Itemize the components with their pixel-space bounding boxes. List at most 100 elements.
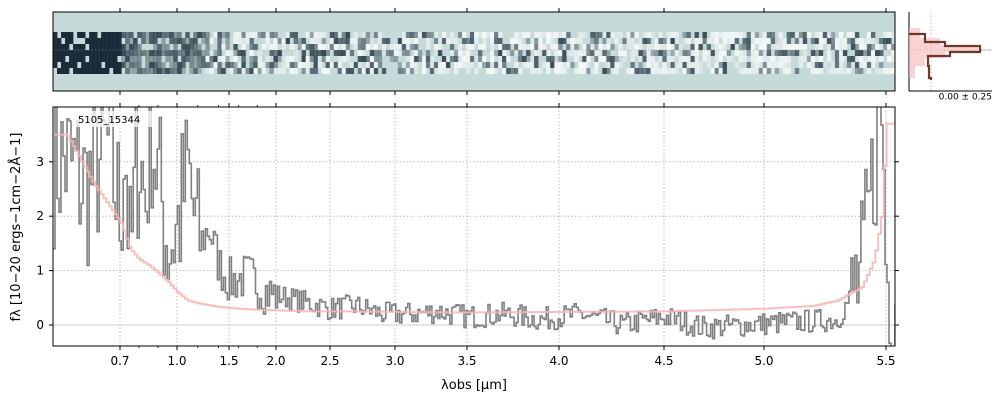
spectrum-2d-pixel <box>97 62 102 68</box>
spectrum-2d-pixel-light <box>273 44 278 50</box>
spectrum-2d-pixel <box>562 56 567 62</box>
spectrum-2d-pixel <box>494 38 499 44</box>
spectrum-2d-pixel-light <box>550 32 555 38</box>
spectrum-2d-pixel-light <box>369 44 375 50</box>
spectrum-2d-pixel-light <box>233 32 238 38</box>
spectrum-2d-pixel-light <box>626 32 631 38</box>
spectrum-2d-pixel <box>778 50 784 56</box>
spectrum-2d-pixel-light <box>879 56 884 62</box>
spectrum-2d-pixel-light <box>526 44 531 50</box>
spectrum-2d-pixel <box>93 38 98 44</box>
spectrum-2d-pixel-light <box>879 68 884 74</box>
spectrum-2d-pixel-light <box>229 56 234 62</box>
spectrum-2d-pixel <box>662 56 667 62</box>
spectrum-2d-pixel-light <box>361 50 367 56</box>
spectrum-2d-pixel-light <box>341 56 347 62</box>
spectrum-2d-pixel <box>109 44 114 50</box>
spectrum-2d-pixel <box>834 50 840 56</box>
spectrum-2d-pixel <box>654 50 659 56</box>
spectrum-2d-pixel-light <box>429 56 435 62</box>
spectrum-2d-pixel-light <box>293 68 298 74</box>
spectrum-2d-pixel <box>550 56 555 62</box>
spectrum-2d-pixel-light <box>570 50 575 56</box>
spectrum-2d-pixel <box>153 32 158 38</box>
spectrum-2d-pixel <box>177 50 182 56</box>
spectrum-2d-pixel <box>309 68 314 74</box>
spectrum-2d-pixel-light <box>562 68 567 74</box>
spectrum-2d-pixel <box>349 68 355 74</box>
spectrum-2d-pixel <box>470 32 475 38</box>
spectrum-2d-pixel-light <box>530 56 535 62</box>
spectrum-2d-pixel-light <box>409 62 415 68</box>
spectrum-2d-pixel <box>313 68 318 74</box>
spectrum-2d-pixel <box>241 62 246 68</box>
spectrum-2d-pixel-light <box>730 56 735 62</box>
spectrum-2d-pixel <box>822 32 828 38</box>
spectrum-2d-pixel-light <box>650 68 655 74</box>
spectrum-2d-pixel <box>105 56 110 62</box>
spectrum-2d-pixel <box>249 44 254 50</box>
spectrum-2d-pixel <box>145 38 150 44</box>
spectrum-2d-pixel-light <box>566 38 571 44</box>
spectrum-2d-pixel-light <box>782 38 788 44</box>
spectrum-2d-pixel <box>221 68 226 74</box>
spectrum-2d-pixel-light <box>638 38 643 44</box>
spectrum-2d-pixel-light <box>462 32 467 38</box>
spectrum-2d-pixel <box>417 56 423 62</box>
spectrum-2d-pixel <box>193 44 198 50</box>
spectrum-2d-pixel-light <box>550 38 555 44</box>
spectrum-2d-pixel-light <box>618 50 623 56</box>
spectrum-2d-pixel <box>866 50 872 56</box>
spectrum-2d-pixel <box>241 50 246 56</box>
spectrum-2d-pixel-light <box>618 44 623 50</box>
spectrum-2d-pixel-light <box>650 44 655 50</box>
spectrum-2d-pixel-light <box>598 44 603 50</box>
spectrum-2d-pixel <box>638 68 643 74</box>
spectrum-2d-pixel <box>217 62 222 68</box>
spectrum-2d-pixel <box>714 68 719 74</box>
spectrum-2d-pixel-light <box>883 32 888 38</box>
spectrum-2d-pixel <box>630 62 635 68</box>
spectrum-2d-pixel <box>69 56 74 62</box>
spectrum-2d-pixel <box>357 68 363 74</box>
spectrum-2d-pixel <box>357 38 363 44</box>
spectrum-2d-pixel <box>883 38 888 44</box>
spectrum-2d-pixel-light <box>834 68 840 74</box>
spectrum-2d-pixel-light <box>626 38 631 44</box>
spectrum-2d-pixel <box>217 50 222 56</box>
spectrum-2d-pixel-light <box>686 56 691 62</box>
spectrum-2d-pixel-light <box>377 32 383 38</box>
spectrum-2d-pixel <box>642 38 647 44</box>
spectrum-2d-pixel <box>61 50 66 56</box>
spectrum-2d-pixel <box>650 50 655 56</box>
spectrum-2d-pixel <box>806 56 812 62</box>
spectrum-2d-pixel <box>373 68 379 74</box>
spectrum-2d-pixel-light <box>325 56 330 62</box>
spectrum-2d-pixel <box>875 50 880 56</box>
spectrum-2d-pixel-light <box>646 32 651 38</box>
spectrum-2d-pixel-light <box>253 68 258 74</box>
spectrum-2d-pixel-light <box>626 44 631 50</box>
spectrum-2d-pixel-light <box>441 32 447 38</box>
spectrum-2d-pixel-light <box>838 56 844 62</box>
spectrum-2d-pixel-light <box>718 44 723 50</box>
spectrum-2d-pixel-light <box>393 50 399 56</box>
spectrum-2d-pixel-light <box>846 68 852 74</box>
spectrum-2d-pixel-light <box>574 38 579 44</box>
spectrum-2d-pixel <box>582 56 587 62</box>
spectrum-2d-pixel <box>113 56 118 62</box>
spectrum-2d-pixel-light <box>217 56 222 62</box>
spectrum-2d-pixel <box>197 32 202 38</box>
spectrum-2d-pixel <box>526 38 531 44</box>
spectrum-2d-pixel-light <box>630 44 635 50</box>
spectrum-2d-pixel <box>65 44 70 50</box>
spectrum-2d-pixel-light <box>409 38 415 44</box>
spectrum-2d-pixel-light <box>782 44 788 50</box>
spectrum-2d-pixel-light <box>650 56 655 62</box>
spectrum-2d-pixel <box>850 38 856 44</box>
spectrum-2d-pixel <box>121 44 126 50</box>
spectrum-2d-pixel <box>730 44 735 50</box>
spectrum-2d-pixel <box>722 68 727 74</box>
spectrum-2d-pixel <box>634 68 639 74</box>
spectrum-2d-pixel <box>818 50 824 56</box>
